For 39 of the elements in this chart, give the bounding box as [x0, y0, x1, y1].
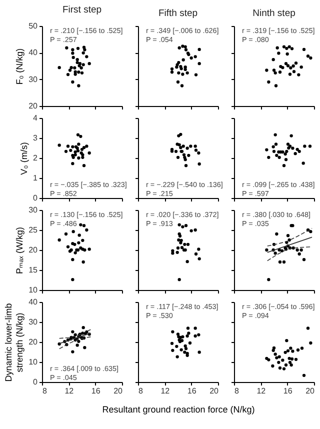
x-tick-label: 16	[283, 386, 293, 396]
y-axis-title: Dynamic lower-limb strength (N/kg)	[4, 303, 25, 382]
y-tick-label: 40	[28, 298, 38, 306]
chart-title: Fifth step	[158, 8, 198, 19]
y-tick-label: 0	[33, 378, 38, 386]
y-tick-label: 4	[33, 114, 38, 122]
y-tick-label: 10	[28, 286, 38, 294]
x-axis-title: Resultant ground reaction force (N/kg)	[102, 404, 255, 414]
x-tick-label: 20	[210, 386, 220, 396]
x-tick-label: 8	[42, 386, 48, 396]
chart-title: First step	[62, 4, 102, 16]
y-axis-title: Pₘₐₓ (W/kg)	[14, 227, 25, 274]
y-tick-label: 20	[28, 246, 38, 254]
y-axis-title: F₀ (N/kg)	[14, 48, 25, 85]
y-tick-label: 20	[28, 102, 38, 110]
x-tick-label: 12	[64, 386, 74, 396]
x-tick-label: 20	[306, 386, 316, 396]
y-tick-label: 50	[28, 22, 38, 30]
y-tick-label: 30	[28, 206, 38, 214]
x-tick-label: 8	[234, 386, 240, 396]
y-tick-label: 20	[28, 338, 38, 346]
x-tick-label: 16	[187, 386, 197, 396]
y-tick-label: 30	[28, 74, 38, 84]
x-tick-label: 8	[138, 386, 144, 396]
y-tick-label: 0	[33, 194, 38, 202]
x-tick-label: 20	[114, 386, 124, 396]
x-tick-label: 16	[91, 386, 101, 396]
y-axis-title: V₀ (m/s)	[19, 142, 30, 175]
y-tick-label: 1	[33, 174, 38, 182]
y-tick-label: 3	[33, 134, 38, 142]
x-tick-label: 12	[256, 386, 266, 396]
chart-title: Ninth step	[252, 8, 296, 19]
x-tick-label: 12	[160, 386, 170, 396]
y-tick-label: 40	[28, 48, 38, 58]
y-tick-label: 25	[28, 226, 38, 234]
y-tick-label: 15	[28, 266, 38, 274]
y-tick-label: 2	[33, 154, 38, 162]
y-tick-label: 10	[28, 358, 38, 366]
y-tick-label: 30	[28, 318, 38, 326]
